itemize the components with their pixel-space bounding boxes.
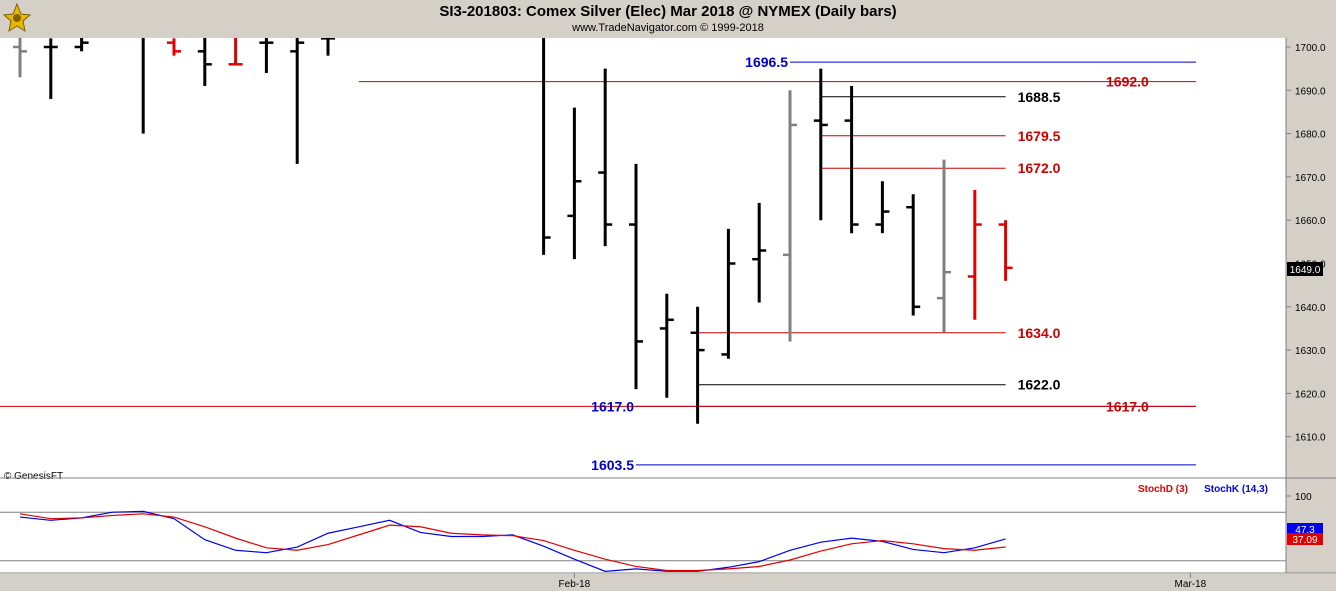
x-tick-label: Mar-18 — [1175, 579, 1207, 590]
y-tick-label: 1640.0 — [1295, 303, 1326, 314]
level-label: 1622.0 — [1018, 377, 1061, 393]
stochastic-panel[interactable]: StochD (3) StochK (14,3) 1000 47.3 37.09 — [0, 484, 1323, 584]
ohlc-bar — [567, 107, 582, 260]
ohlc-bar — [967, 189, 982, 320]
copyright-label: © GenesisFT — [4, 471, 63, 482]
y-tick-label: 1690.0 — [1295, 86, 1326, 97]
stochastic-reference-lines — [0, 511, 1286, 562]
y-axis-background — [1286, 38, 1336, 573]
chart-area[interactable]: 1696.5 1692.0 1688.5 1679.5 1672.0 1634.0 1622… — [0, 38, 1336, 591]
ohlc-bar — [721, 228, 736, 359]
ohlc-bar — [906, 194, 921, 316]
ohlc-bar — [321, 38, 335, 56]
legend-stoch-d: StochD (3) — [1138, 484, 1188, 495]
level-label: 1617.0 — [591, 398, 634, 414]
y-tick-label: 1670.0 — [1295, 173, 1326, 184]
ohlc-bar — [13, 38, 27, 78]
stoch-d-last-box — [1287, 533, 1323, 545]
level-label: 1672.0 — [1018, 160, 1061, 176]
level-label: 1617.0 — [1106, 398, 1149, 414]
stochastic-series — [19, 510, 1006, 572]
stoch-y-tick-label: 100 — [1295, 492, 1312, 503]
ohlc-bar — [998, 220, 1013, 281]
ohlc-bar — [228, 38, 243, 66]
level-labels: 1696.5 1692.0 1688.5 1679.5 1672.0 1634.0 1622… — [591, 54, 1149, 473]
y-tick-label: 1680.0 — [1295, 130, 1326, 141]
ohlc-bar — [259, 38, 274, 73]
stoch-d-line — [19, 513, 1006, 572]
level-label: 1679.5 — [1018, 128, 1061, 144]
ohlc-bar — [752, 202, 767, 303]
ohlc-bar — [290, 38, 305, 164]
ohlc-bar — [937, 159, 951, 333]
x-tick-label: Feb-18 — [559, 579, 591, 590]
ohlc-bar — [844, 85, 859, 234]
y-tick-label: 1630.0 — [1295, 346, 1326, 357]
ohlc-bars — [13, 38, 1013, 424]
y-tick-label: 1620.0 — [1295, 389, 1326, 400]
y-tick-label: 1700.0 — [1295, 43, 1326, 54]
level-label: 1603.5 — [591, 457, 634, 473]
x-axis-background — [0, 574, 1336, 591]
ohlc-bar — [659, 293, 674, 398]
last-price-box — [1287, 262, 1323, 276]
level-label: 1688.5 — [1018, 89, 1061, 105]
stoch-d-last-text: 37.09 — [1292, 535, 1317, 546]
chart-title: SI3-201803: Comex Silver (Elec) Mar 2018… — [439, 3, 897, 20]
legend-stoch-k: StochK (14,3) — [1204, 484, 1268, 495]
ohlc-bar — [598, 68, 613, 247]
ohlc-bar — [690, 306, 705, 424]
level-lines — [0, 61, 1196, 466]
x-axis[interactable]: Feb-18 Mar-18 — [559, 573, 1207, 590]
chart-subtitle: www.TradeNavigator.com © 1999-2018 — [572, 22, 764, 34]
last-price-marker: 1649.0 — [1287, 262, 1323, 276]
ohlc-bar — [813, 68, 828, 221]
ohlc-bar — [141, 38, 145, 134]
last-price-text: 1649.0 — [1290, 265, 1321, 276]
ohlc-bar — [783, 90, 797, 342]
stoch-k-line — [19, 510, 1006, 572]
level-label: 1696.5 — [745, 54, 788, 70]
ohlc-bar — [43, 38, 58, 99]
ohlc-bar — [875, 181, 890, 234]
ohlc-bar — [74, 38, 89, 52]
ohlc-bar — [542, 38, 551, 255]
price-panel[interactable]: 1696.5 1692.0 1688.5 1679.5 1672.0 1634.0 1622… — [0, 38, 1286, 482]
stoch-k-last-text: 47.3 — [1295, 525, 1315, 536]
title-bar: SI3-201803: Comex Silver (Elec) Mar 2018… — [0, 0, 1336, 38]
ohlc-bar — [197, 38, 212, 86]
level-label: 1692.0 — [1106, 74, 1149, 90]
level-label: 1634.0 — [1018, 325, 1061, 341]
ohlc-bar — [167, 38, 181, 56]
ohlc-bar — [629, 163, 643, 390]
stoch-k-last-box — [1287, 523, 1323, 535]
y-tick-label: 1660.0 — [1295, 216, 1326, 227]
price-panel-background — [0, 38, 1286, 478]
y-tick-label: 1610.0 — [1295, 433, 1326, 444]
trade-navigator-logo-icon — [2, 2, 32, 33]
